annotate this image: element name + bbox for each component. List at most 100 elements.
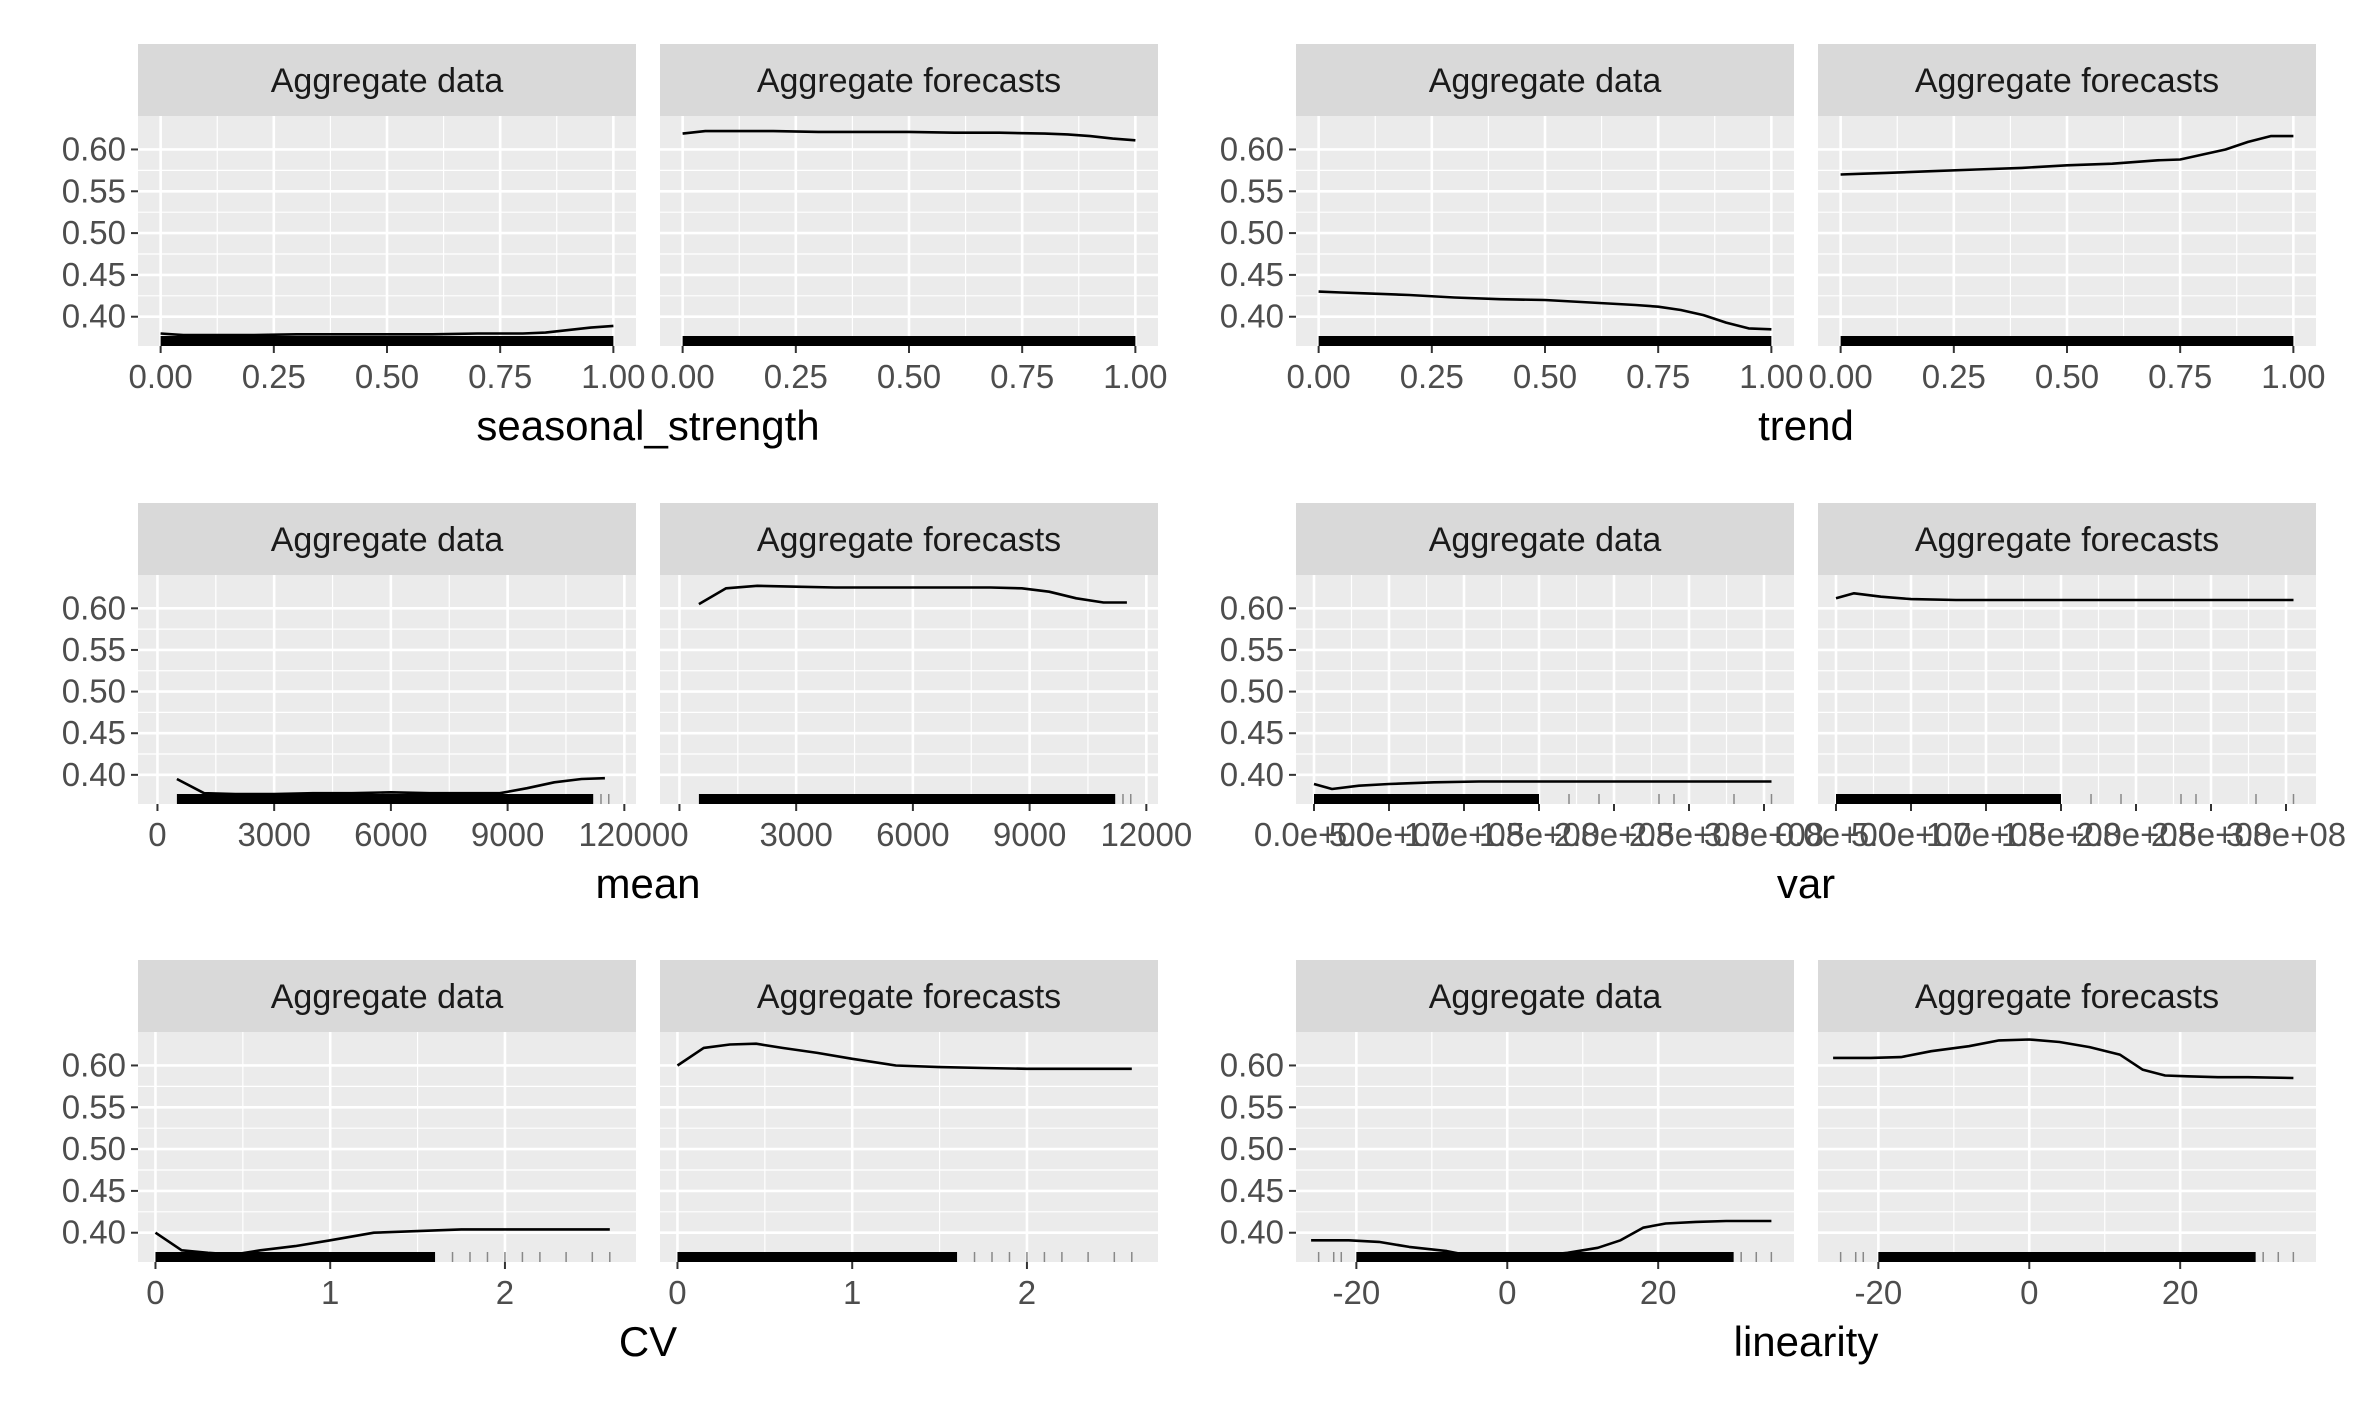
facet-strip-label: Aggregate forecasts — [1915, 521, 2219, 559]
x-tick-label: 0.00 — [1287, 358, 1351, 395]
x-tick-label: 1.5e+08 — [1479, 816, 1599, 853]
series-line — [1835, 591, 2294, 602]
y-tick-label: 0.55 — [1220, 172, 1284, 209]
y-tick-label: 0.45 — [62, 256, 126, 293]
x-tick-label: 0.25 — [764, 358, 828, 395]
x-tick-label: 2.5e+08 — [1629, 816, 1749, 853]
x-tick-label: 0.00 — [129, 358, 193, 395]
y-tick-label: 0.40 — [62, 1214, 126, 1251]
facet-strip-label: Aggregate forecasts — [1915, 978, 2219, 1016]
x-tick-label: -20 — [1333, 1274, 1381, 1311]
chart-group-mean: Aggregate data 0 3000 6000 9000 12000 Aggregat… — [62, 503, 1192, 907]
y-tick-label: 0.55 — [1220, 1088, 1284, 1125]
rug-band — [1356, 1252, 1734, 1262]
facet-strip — [660, 960, 1158, 1032]
y-tick-label: 0.45 — [1220, 1172, 1284, 1209]
series-line — [1311, 1219, 1772, 1260]
x-tick-label: 1.00 — [1739, 358, 1803, 395]
series-line — [154, 1228, 610, 1256]
x-tick-label: 1.5e+08 — [2001, 816, 2121, 853]
x-tick-label: 1 — [321, 1274, 339, 1311]
facet-strip — [138, 503, 636, 575]
y-tick-label: 0.40 — [1220, 1214, 1284, 1251]
facet-strip-label: Aggregate forecasts — [1915, 62, 2219, 100]
panel-aggregate-forecasts: Aggregate forecasts 0.00 0.25 0.50 0.75 1.00 — [651, 44, 1167, 395]
x-tick-label: 5.0e+07 — [1851, 816, 1971, 853]
facet-strip — [138, 960, 636, 1032]
x-tick-label: 0 — [670, 816, 688, 853]
series-line — [176, 776, 605, 796]
series-line — [676, 1042, 1132, 1071]
x-tick-label: 2 — [496, 1274, 514, 1311]
x-tick-label: 2 — [1018, 1274, 1036, 1311]
x-tick-label: 12000 — [578, 816, 670, 853]
x-tick-label: 1.0e+08 — [1404, 816, 1524, 853]
x-tick-label: 1.00 — [581, 358, 645, 395]
panel-aggregate-data: Aggregate data 0.0e+005.0e+071.0e+081.5e+… — [1254, 503, 1824, 853]
x-tick-label: 2.0e+08 — [2076, 816, 2196, 853]
rug-band — [698, 794, 1116, 804]
x-tick-label: 3000 — [237, 816, 310, 853]
x-tick-label: 0.0e+00 — [1254, 816, 1374, 853]
x-tick-label: 9000 — [471, 816, 544, 853]
facet-strip-label: Aggregate forecasts — [757, 62, 1061, 100]
x-axis-title: trend — [1758, 402, 1854, 449]
facet-strip-label: Aggregate forecasts — [757, 521, 1061, 559]
facet-strip-label: Aggregate data — [1429, 521, 1662, 559]
chart-group-CV: Aggregate data 0 1 2 Aggregate forecasts 0 1 2 0… — [62, 960, 1158, 1365]
x-tick-label: 0.75 — [468, 358, 532, 395]
x-axis-title: linearity — [1734, 1318, 1879, 1365]
x-tick-label: 0 — [2020, 1274, 2038, 1311]
facet-strip — [660, 503, 1158, 575]
x-tick-label: 6000 — [876, 816, 949, 853]
x-tick-label: 0.50 — [877, 358, 941, 395]
x-tick-label: 0 — [668, 1274, 686, 1311]
panel-aggregate-forecasts: Aggregate forecasts 0.0e+005.0e+071.0e+08… — [1776, 503, 2346, 853]
plot-panel — [138, 1032, 636, 1262]
x-tick-label: 0 — [1498, 1274, 1516, 1311]
x-tick-label: 3.0e+08 — [2226, 816, 2346, 853]
rug-band — [1314, 794, 1539, 804]
x-tick-label: 3.0e+08 — [1704, 816, 1824, 853]
series-line — [160, 324, 614, 337]
x-axis-title: var — [1777, 860, 1835, 907]
y-tick-label: 0.45 — [1220, 256, 1284, 293]
panel-aggregate-forecasts: Aggregate forecasts 0.00 0.25 0.50 0.75 1.00 — [1809, 44, 2325, 395]
rug-band — [677, 1252, 958, 1262]
plot-panel — [1296, 575, 1794, 804]
y-tick-label: 0.50 — [62, 214, 126, 251]
x-tick-label: 1.00 — [2261, 358, 2325, 395]
facet-strip-label: Aggregate data — [271, 62, 504, 100]
facet-strip-label: Aggregate forecasts — [757, 978, 1061, 1016]
y-tick-label: 0.60 — [1220, 589, 1284, 626]
chart-group-linearity: Aggregate data -20 0 20 Aggregate forecasts -… — [1220, 960, 2316, 1365]
facet-strip-label: Aggregate data — [1429, 62, 1662, 100]
x-tick-label: 0.25 — [1922, 358, 1986, 395]
rug-band — [1878, 1252, 2256, 1262]
y-tick-label: 0.40 — [62, 756, 126, 793]
x-tick-label: 2.0e+08 — [1554, 816, 1674, 853]
x-tick-label: 20 — [2162, 1274, 2199, 1311]
x-tick-label: 6000 — [354, 816, 427, 853]
panel-aggregate-forecasts: Aggregate forecasts 0 1 2 — [660, 960, 1158, 1311]
y-tick-label: 0.50 — [1220, 214, 1284, 251]
x-tick-label: 12000 — [1100, 816, 1192, 853]
facet-strip-label: Aggregate data — [1429, 978, 1662, 1016]
y-tick-label: 0.60 — [62, 589, 126, 626]
x-tick-label: 0.75 — [1626, 358, 1690, 395]
facet-strip-label: Aggregate data — [271, 521, 504, 559]
y-tick-label: 0.55 — [1220, 631, 1284, 668]
rug-band — [155, 1252, 436, 1262]
y-tick-label: 0.60 — [62, 1046, 126, 1083]
y-tick-label: 0.50 — [62, 673, 126, 710]
chart-group-var: Aggregate data0.0e+005.0e+071.0e+081.5e+… — [1220, 503, 2346, 907]
panel-aggregate-data: Aggregate data 0 1 2 — [138, 960, 636, 1311]
facet-strip — [1296, 44, 1794, 116]
x-tick-label: 1.0e+08 — [1926, 816, 2046, 853]
x-tick-label: 2.5e+08 — [2151, 816, 2271, 853]
rug-band — [160, 336, 614, 346]
y-tick-label: 0.55 — [62, 1088, 126, 1125]
y-tick-label: 0.50 — [1220, 1130, 1284, 1167]
